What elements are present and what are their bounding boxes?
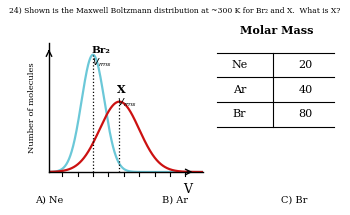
Text: $V_{rms}$: $V_{rms}$ [92, 56, 112, 69]
Text: 40: 40 [299, 85, 313, 95]
Text: Br: Br [232, 109, 246, 119]
Text: Ne: Ne [231, 60, 247, 70]
Text: 24) Shown is the Maxwell Boltzmann distribution at ~300 K for Br₂ and X.  What i: 24) Shown is the Maxwell Boltzmann distr… [9, 6, 341, 14]
Text: $V_{rms}$: $V_{rms}$ [117, 96, 137, 109]
Text: Br₂: Br₂ [92, 46, 111, 55]
Text: V: V [183, 183, 192, 196]
Text: Number of molecules: Number of molecules [28, 62, 36, 153]
Text: B) Ar: B) Ar [162, 195, 188, 204]
Text: Ar: Ar [232, 85, 246, 95]
Text: Molar Mass: Molar Mass [240, 25, 313, 36]
Text: 80: 80 [299, 109, 313, 119]
Text: X: X [117, 84, 126, 95]
Text: C) Br: C) Br [281, 195, 307, 204]
Text: 20: 20 [299, 60, 313, 70]
Text: A) Ne: A) Ne [35, 195, 63, 204]
